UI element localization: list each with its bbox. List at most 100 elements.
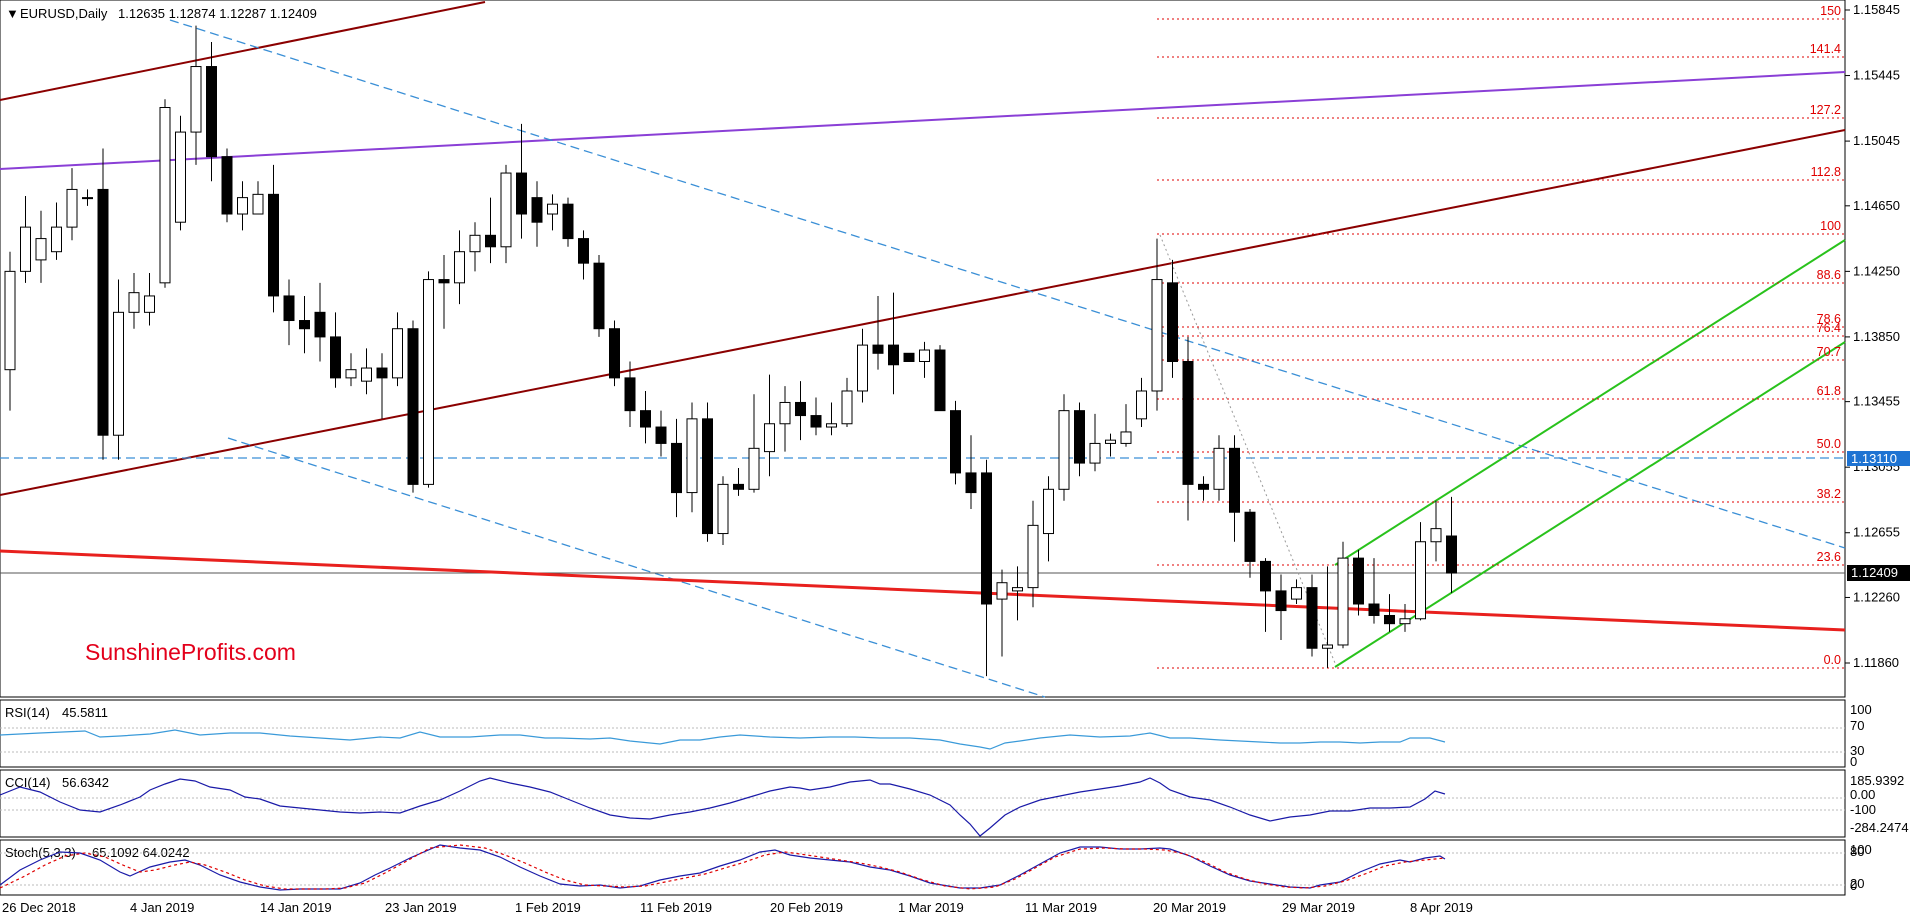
bull-candle-body: [113, 311, 124, 436]
bear-candle-body: [1167, 282, 1178, 362]
bull-candle-body: [454, 251, 465, 284]
cci-label: CCI(14): [5, 775, 51, 790]
price-tick-label: 1.13850: [1853, 329, 1900, 344]
price-tick-label: 1.15045: [1853, 133, 1900, 148]
bull-candle-body: [159, 106, 171, 284]
date-label: 29 Mar 2019: [1282, 900, 1355, 915]
candle: [159, 99, 171, 288]
bear-candle-body: [1384, 614, 1395, 625]
candle: [779, 386, 791, 452]
candle: [438, 254, 450, 329]
candle: [268, 164, 279, 313]
bull-candle-body: [1399, 618, 1411, 625]
price-tick-label: 1.11860: [1853, 655, 1899, 670]
bull-candle-body: [392, 328, 403, 379]
bear-candle-body: [1306, 587, 1318, 649]
candle: [1260, 558, 1271, 632]
candle: [1089, 413, 1101, 472]
header-toggle-icon[interactable]: ▼: [6, 6, 19, 21]
candle: [624, 361, 636, 428]
bear-candle-body: [1198, 483, 1209, 490]
bear-candle-body: [640, 410, 651, 428]
candle: [1027, 500, 1039, 608]
bull-candle-body: [686, 418, 698, 494]
fib-level-label: 70.7: [1817, 345, 1841, 359]
bull-candle-body: [1291, 587, 1302, 600]
bull-candle-body: [717, 483, 729, 535]
candle: [1167, 259, 1178, 378]
bull-candle-body: [1027, 524, 1039, 589]
current-price-label: 1.12409: [1851, 565, 1898, 580]
candle: [872, 295, 884, 370]
candle: [144, 273, 155, 326]
bull-candle-body: [1415, 541, 1426, 620]
cci-panel: [0, 769, 1846, 838]
bear-candle-body: [438, 279, 450, 284]
stoch-main-line: [0, 844, 1446, 891]
fib-level-label: 50.0: [1817, 437, 1841, 451]
bear-candle-body: [376, 367, 388, 379]
candle: [1322, 566, 1333, 668]
candle: [128, 273, 140, 329]
bull-candle-body: [857, 344, 868, 392]
bull-candle-body: [51, 226, 62, 253]
bear-candle-body: [872, 344, 884, 354]
date-label: 14 Jan 2019: [260, 900, 332, 915]
bear-candle-body: [562, 203, 574, 240]
candle: [1229, 435, 1240, 542]
candle: [1275, 574, 1287, 641]
bull-candle-body: [469, 234, 481, 253]
candle: [717, 476, 729, 546]
price-tick-label: 1.15845: [1853, 2, 1900, 17]
candle: [748, 394, 760, 493]
fib-level-label: 150: [1820, 4, 1841, 18]
blue-level-marker: 1.13110: [1847, 451, 1910, 466]
date-label: 23 Jan 2019: [385, 900, 457, 915]
bull-candle-body: [1120, 431, 1132, 444]
candle: [1105, 433, 1116, 457]
bull-candle-body: [779, 401, 791, 425]
bull-candle-body: [82, 197, 93, 200]
date-axis: 26 Dec 2018 4 Jan 2019 14 Jan 2019 23 Ja…: [2, 900, 1473, 915]
bull-candle-body: [1043, 488, 1054, 535]
indicator-reference-lines: [0, 727, 1845, 886]
fib-level-label: 61.8: [1817, 384, 1841, 398]
candle: [423, 271, 434, 488]
candle: [1291, 579, 1302, 605]
candle: [1415, 522, 1426, 621]
candle: [919, 341, 930, 378]
chart-symbol: EURUSD,Daily: [20, 6, 108, 21]
bear-candle-body: [206, 66, 217, 158]
candle: [562, 197, 574, 247]
bull-candle-body: [175, 131, 186, 223]
candle: [1446, 496, 1457, 594]
cci-level-zero: 0.00: [1850, 787, 1875, 802]
bear-candle-body: [593, 262, 605, 330]
candle: [500, 164, 512, 264]
candle: [1244, 508, 1256, 578]
bear-candle-body: [965, 472, 977, 494]
bull-candle-body: [237, 197, 248, 215]
bear-candle-body: [1182, 360, 1194, 485]
bull-candle-body: [748, 447, 760, 490]
candle: [1043, 476, 1054, 562]
fib-level-label: 141.4: [1810, 42, 1841, 56]
bear-candle-body: [531, 197, 543, 223]
candle: [1353, 549, 1364, 616]
bear-candle-body: [1368, 603, 1380, 616]
bull-candle-body: [919, 349, 930, 362]
rsi-level-0: 0: [1850, 754, 1857, 769]
rsi-line: [0, 729, 1446, 750]
bull-candle-body: [1012, 587, 1023, 592]
price-tick-label: 1.15445: [1853, 68, 1900, 83]
stoch-level-100: 100: [1850, 842, 1872, 857]
bear-candle-body: [1244, 511, 1256, 562]
rsi-level-30: 30: [1850, 743, 1864, 758]
bull-candle-body: [361, 367, 372, 382]
bear-candle-body: [934, 349, 946, 412]
bull-candle-body: [1151, 279, 1163, 392]
candle: [1136, 377, 1147, 428]
date-label: 11 Feb 2019: [640, 900, 712, 915]
price-tick-label: 1.14250: [1853, 263, 1900, 278]
